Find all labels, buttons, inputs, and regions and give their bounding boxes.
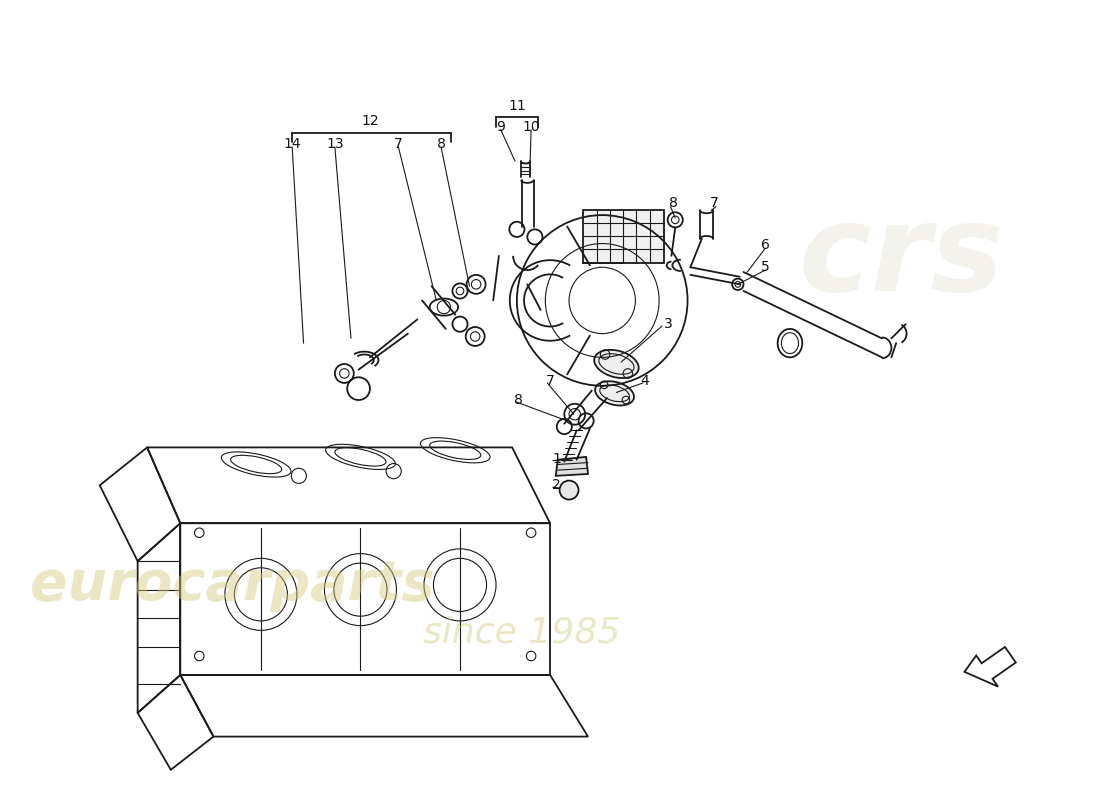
Text: 14: 14	[284, 137, 301, 151]
Text: 11: 11	[508, 99, 526, 113]
Text: 4: 4	[640, 374, 649, 388]
Polygon shape	[556, 457, 588, 476]
Text: since 1985: since 1985	[422, 615, 620, 650]
Text: 7: 7	[394, 137, 403, 151]
Text: 5: 5	[761, 260, 770, 274]
Ellipse shape	[595, 382, 634, 406]
Circle shape	[560, 481, 579, 499]
Text: 13: 13	[326, 137, 343, 151]
Text: 2: 2	[552, 478, 561, 492]
Text: 8: 8	[515, 393, 524, 407]
Text: 6: 6	[761, 238, 770, 253]
Text: 10: 10	[522, 120, 540, 134]
Text: 9: 9	[496, 120, 505, 134]
Text: 8: 8	[437, 137, 446, 151]
Text: crs: crs	[799, 199, 1003, 316]
Text: 1: 1	[552, 452, 561, 466]
Text: eurocarparts: eurocarparts	[30, 558, 434, 612]
Text: 7: 7	[546, 374, 554, 388]
Ellipse shape	[594, 350, 639, 378]
Polygon shape	[583, 210, 664, 262]
Text: 8: 8	[669, 196, 678, 210]
Text: 12: 12	[361, 114, 378, 128]
Text: 7: 7	[710, 196, 718, 210]
Text: 3: 3	[664, 317, 673, 331]
